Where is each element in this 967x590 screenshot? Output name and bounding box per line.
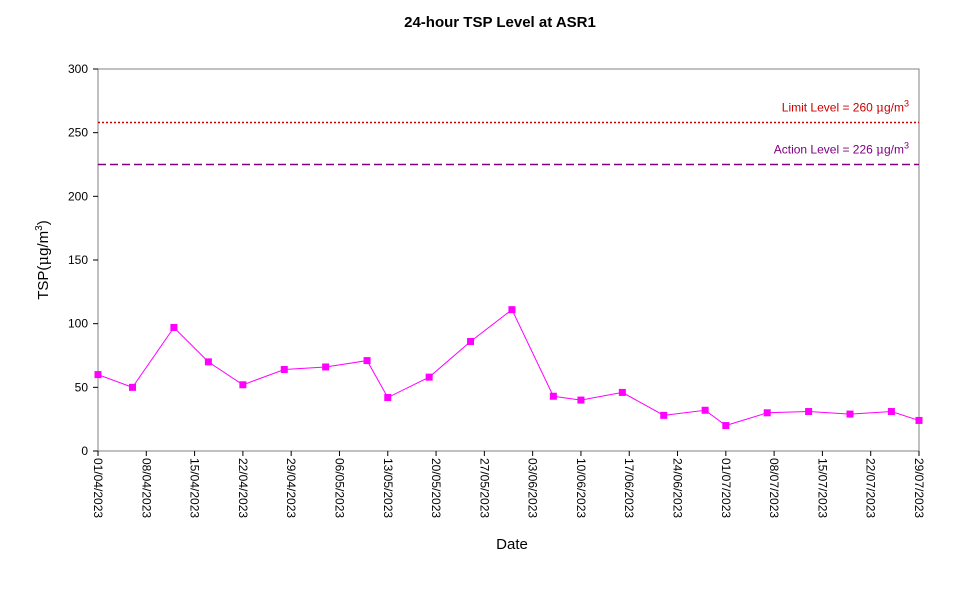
y-tick-label: 250: [68, 126, 88, 140]
x-tick-label: 22/07/2023: [864, 458, 878, 518]
data-point: [887, 408, 895, 416]
x-tick-label: 27/05/2023: [477, 458, 491, 518]
data-point: [915, 416, 923, 424]
y-tick-label: 50: [75, 380, 89, 394]
series-group: [94, 306, 923, 430]
x-tick-label: 08/04/2023: [139, 458, 153, 518]
x-tick-label: 29/04/2023: [284, 458, 298, 518]
data-point: [280, 366, 288, 374]
ref-label-prefix: Limit Level = 260: [782, 100, 876, 114]
data-point: [239, 381, 247, 389]
data-point: [701, 406, 709, 414]
ref-label-sup: 3: [904, 141, 909, 151]
y-axis-label-unit: g/m: [35, 231, 52, 256]
x-tick-label: 08/07/2023: [767, 458, 781, 518]
x-tick-label: 15/04/2023: [188, 458, 202, 518]
data-point: [94, 371, 102, 379]
data-point: [722, 422, 730, 430]
y-axis-label-main: TSP(: [35, 266, 52, 300]
y-axis: 0 50 100 150 200 250 300: [68, 62, 98, 458]
x-tick-label: 22/04/2023: [236, 458, 250, 518]
x-tick-label: 29/07/2023: [912, 458, 926, 518]
data-point: [846, 410, 854, 418]
x-tick-label: 13/05/2023: [381, 458, 395, 518]
chart-title: 24-hour TSP Level at ASR1: [404, 14, 596, 31]
x-tick-label: 24/06/2023: [671, 458, 685, 518]
x-tick-label: 20/05/2023: [429, 458, 443, 518]
y-tick-label: 0: [81, 444, 88, 458]
x-tick-label: 03/06/2023: [526, 458, 540, 518]
data-point: [805, 408, 813, 416]
data-point: [660, 411, 668, 419]
x-axis: 01/04/2023 08/04/2023 15/04/2023 22/04/2023…: [91, 451, 926, 518]
data-point: [363, 357, 371, 365]
x-tick-label: 06/05/2023: [332, 458, 346, 518]
plot-area: [97, 68, 920, 452]
data-point: [128, 383, 136, 391]
ref-label-unit: g/m: [884, 100, 904, 114]
y-tick-label: 300: [68, 62, 88, 76]
action-level-label: Action Level = 226 μg/m3: [774, 141, 909, 157]
x-tick-label: 10/06/2023: [574, 458, 588, 518]
data-point: [763, 409, 771, 417]
data-point: [384, 394, 392, 402]
ref-label-prefix: Action Level = 226: [774, 143, 876, 157]
data-point: [577, 396, 585, 404]
ref-label-mu: μ: [876, 143, 884, 157]
ref-label-sup: 3: [904, 98, 909, 108]
limit-level-label: Limit Level = 260 μg/m3: [782, 98, 909, 114]
y-axis-label-close: ): [35, 220, 52, 225]
x-tick-label: 17/06/2023: [622, 458, 636, 518]
data-point: [508, 306, 516, 314]
x-tick-label: 01/04/2023: [91, 458, 105, 518]
x-tick-label: 15/07/2023: [815, 458, 829, 518]
data-point: [549, 392, 557, 400]
data-point: [170, 323, 178, 331]
y-axis-label: TSP(μg/m3): [34, 220, 52, 300]
y-axis-label-mu: μ: [34, 256, 52, 266]
y-tick-label: 200: [68, 189, 88, 203]
data-point: [618, 388, 626, 396]
ref-label-mu: μ: [876, 100, 884, 114]
y-tick-label: 100: [68, 317, 88, 331]
y-axis-label-sup: 3: [34, 225, 45, 231]
data-point: [204, 358, 212, 366]
x-axis-label: Date: [496, 536, 528, 553]
y-tick-label: 150: [68, 253, 88, 267]
data-point: [322, 363, 330, 371]
x-tick-label: 01/07/2023: [719, 458, 733, 518]
ref-label-unit: g/m: [884, 143, 904, 157]
data-point: [467, 337, 475, 345]
data-point: [425, 373, 433, 381]
